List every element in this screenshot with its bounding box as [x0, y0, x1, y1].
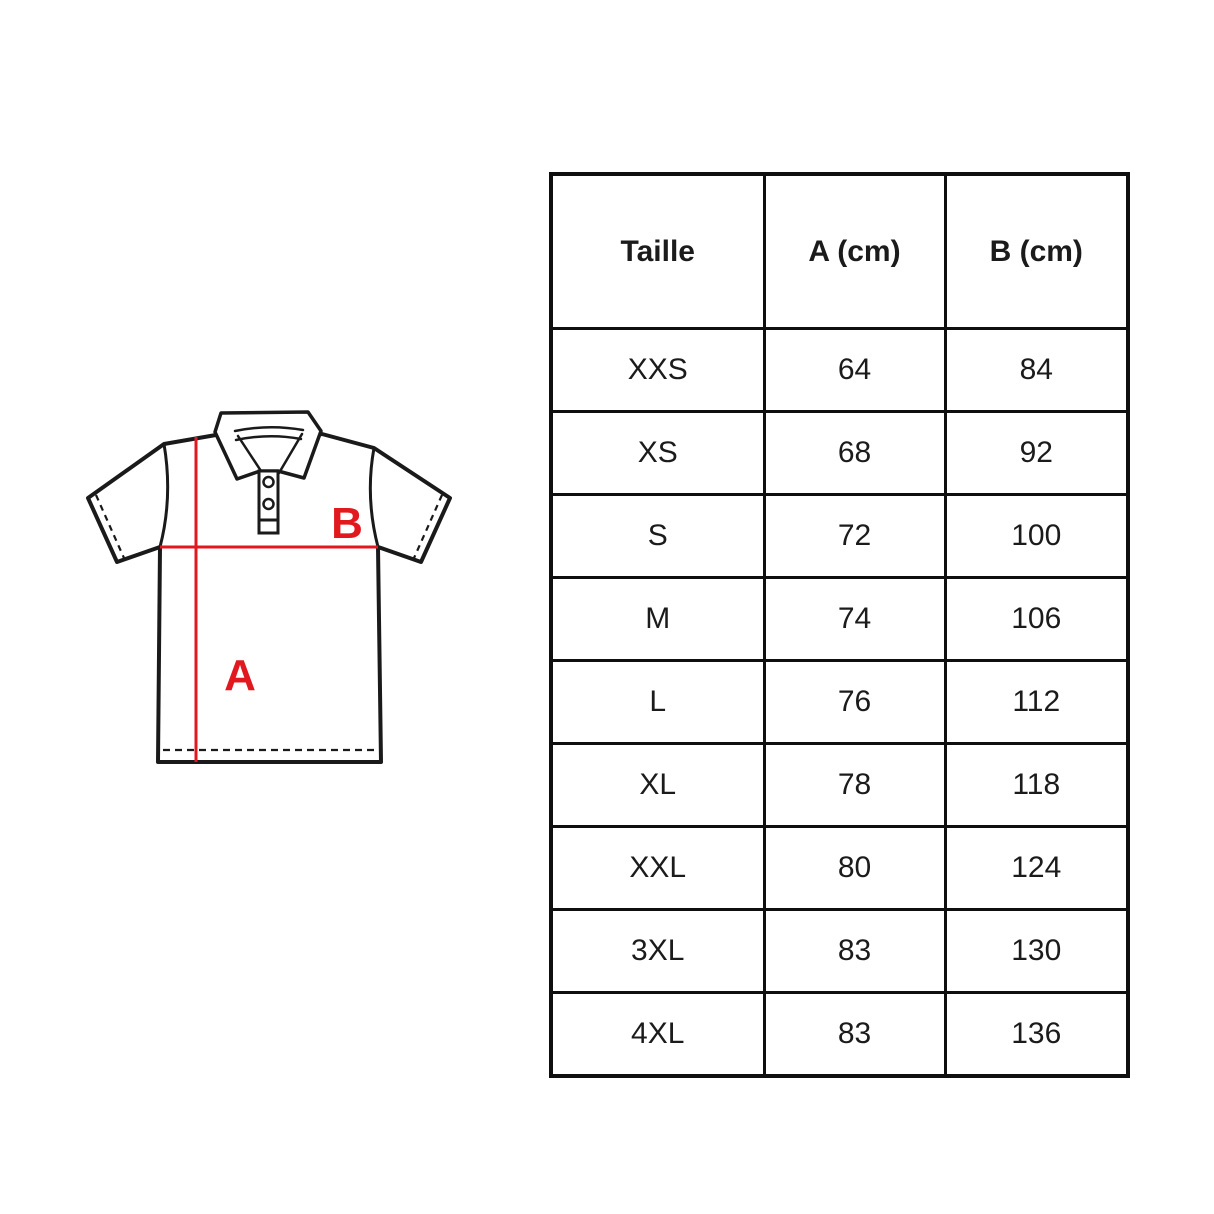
button-icon — [262, 497, 275, 511]
collar-band-line-2 — [234, 434, 303, 442]
cell-a: 74 — [762, 576, 947, 662]
table-row: S 72 100 — [549, 493, 1130, 579]
cell-a: 80 — [762, 825, 947, 911]
left-cuff-stitch-line — [94, 494, 126, 559]
collar-band-line-1 — [233, 425, 305, 433]
cell-size: 4XL — [549, 991, 766, 1078]
cell-size: M — [549, 576, 766, 662]
cell-b: 124 — [943, 825, 1130, 911]
placket-bottom-box — [257, 518, 280, 535]
right-armhole-seam — [368, 446, 380, 549]
cell-size: L — [549, 659, 766, 745]
col-header-b-cm: B (cm) — [943, 172, 1130, 330]
cell-b: 100 — [943, 493, 1130, 579]
cell-size: XS — [549, 410, 766, 496]
cell-b: 136 — [943, 991, 1130, 1078]
measure-label-b: B — [331, 499, 363, 548]
collar-left-fold-line — [236, 434, 265, 476]
cell-a: 68 — [762, 410, 947, 496]
collar-outline — [213, 410, 323, 481]
table-row: XL 78 118 — [549, 742, 1130, 828]
cell-a: 72 — [762, 493, 947, 579]
cell-size: XXS — [549, 327, 766, 413]
cell-b: 130 — [943, 908, 1130, 994]
collar-right-fold-line — [277, 432, 304, 475]
col-header-a-cm: A (cm) — [762, 172, 947, 330]
cell-b: 106 — [943, 576, 1130, 662]
cell-b: 84 — [943, 327, 1130, 413]
table-row: XXL 80 124 — [549, 825, 1130, 911]
table-row: XS 68 92 — [549, 410, 1130, 496]
left-armhole-seam — [158, 442, 170, 549]
table-row: 3XL 83 130 — [549, 908, 1130, 994]
cell-a: 76 — [762, 659, 947, 745]
polo-shirt-diagram: A B — [86, 410, 452, 764]
right-cuff-stitch-line — [412, 494, 444, 559]
cell-size: 3XL — [549, 908, 766, 994]
col-header-taille: Taille — [549, 172, 766, 330]
cell-size: XXL — [549, 825, 766, 911]
table-row: 4XL 83 136 — [549, 991, 1130, 1078]
cell-size: S — [549, 493, 766, 579]
table-row: XXS 64 84 — [549, 327, 1130, 413]
table-row: L 76 112 — [549, 659, 1130, 745]
cell-a: 83 — [762, 908, 947, 994]
table-header-row: Taille A (cm) B (cm) — [549, 172, 1130, 330]
measure-label-a: A — [224, 651, 256, 700]
cell-a: 78 — [762, 742, 947, 828]
cell-a: 64 — [762, 327, 947, 413]
cell-a: 83 — [762, 991, 947, 1078]
cell-b: 112 — [943, 659, 1130, 745]
cell-b: 118 — [943, 742, 1130, 828]
table-row: M 74 106 — [549, 576, 1130, 662]
size-table: Taille A (cm) B (cm) XXS 64 84 XS 68 92 … — [549, 172, 1130, 1078]
cell-b: 92 — [943, 410, 1130, 496]
button-icon — [262, 475, 275, 489]
cell-size: XL — [549, 742, 766, 828]
